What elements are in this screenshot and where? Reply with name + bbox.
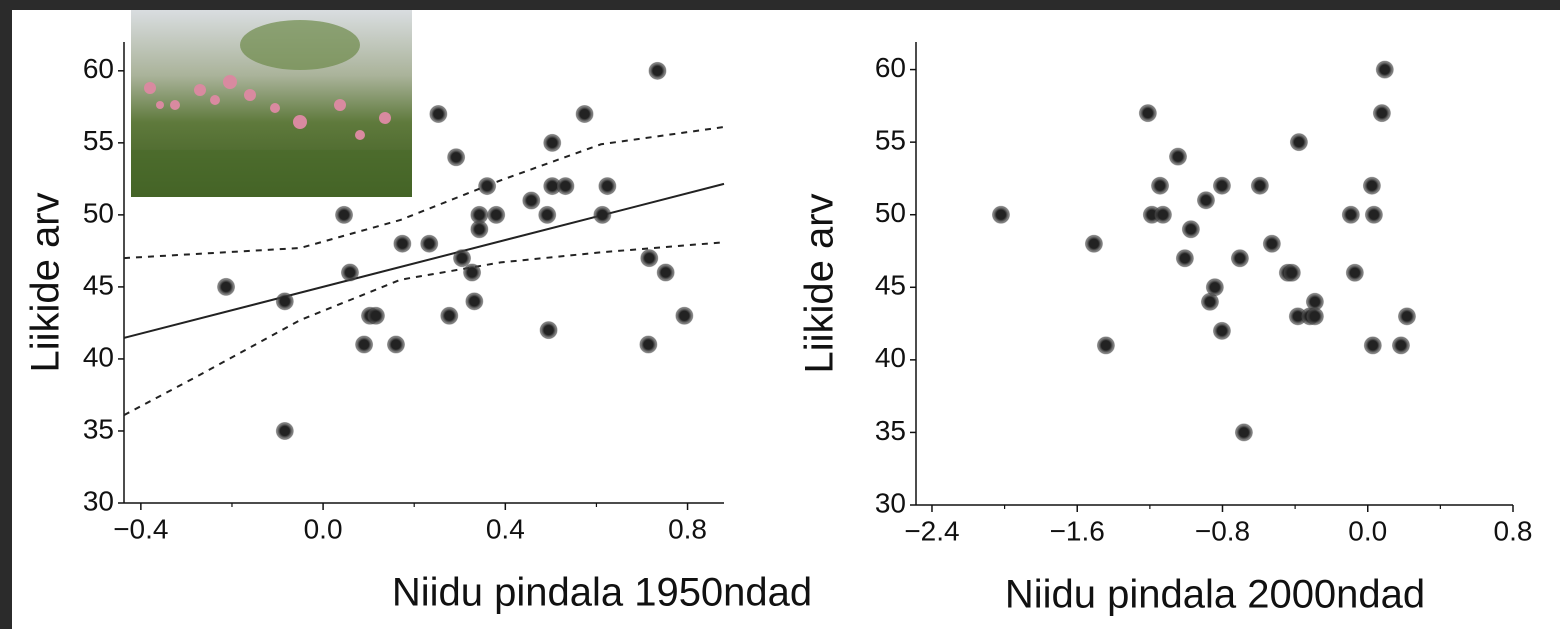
point <box>470 205 489 224</box>
point <box>639 335 658 354</box>
y-tick-label: 50 <box>83 197 114 228</box>
point <box>453 249 472 268</box>
point <box>1084 234 1103 253</box>
x-tick-label: 0.8 <box>1494 515 1533 546</box>
y-tick-label: 30 <box>875 487 906 518</box>
point <box>1234 423 1253 442</box>
point <box>1181 220 1200 239</box>
y-tick-label: 35 <box>875 415 906 446</box>
point <box>1250 176 1269 195</box>
point <box>429 105 448 124</box>
point <box>1345 263 1364 282</box>
x-tick-label: 0.8 <box>668 513 707 544</box>
point <box>393 234 412 253</box>
point <box>1364 205 1383 224</box>
x-tick-label: 0.0 <box>1348 515 1387 546</box>
x-tick-label: 0.4 <box>486 513 525 544</box>
point <box>487 205 506 224</box>
point <box>1397 307 1416 326</box>
y-tick-label: 55 <box>83 125 114 156</box>
point <box>463 263 482 282</box>
x-tick-label: −2.4 <box>904 515 959 546</box>
point <box>1196 191 1215 210</box>
point <box>440 306 459 325</box>
point <box>217 277 236 296</box>
y-tick-label: 45 <box>83 269 114 300</box>
y-tick-label: 40 <box>875 342 906 373</box>
point <box>340 263 359 282</box>
point <box>1362 176 1381 195</box>
fit-line <box>123 182 725 339</box>
point <box>420 234 439 253</box>
y-tick-label: 30 <box>83 485 114 516</box>
y-tick-label: 55 <box>875 125 906 156</box>
point <box>640 249 659 268</box>
point <box>1282 263 1301 282</box>
point <box>575 105 594 124</box>
y-axis-label: Liikide arv <box>24 192 68 372</box>
y-axis-label: Liikide arv <box>798 193 842 373</box>
point <box>465 292 484 311</box>
point <box>1375 60 1394 79</box>
point <box>539 321 558 340</box>
x-tick-label: −0.8 <box>1195 515 1250 546</box>
point <box>1175 249 1194 268</box>
point <box>1205 278 1224 297</box>
point <box>1341 205 1360 224</box>
confidence-lower <box>123 241 725 417</box>
confidence-upper <box>123 126 725 260</box>
point <box>543 133 562 152</box>
point <box>478 177 497 196</box>
y-tick-label: 60 <box>83 53 114 84</box>
point <box>1153 205 1172 224</box>
point <box>1289 133 1308 152</box>
point <box>386 335 405 354</box>
point <box>556 177 575 196</box>
y-tick-label: 45 <box>875 270 906 301</box>
point <box>1212 176 1231 195</box>
y-tick-label: 50 <box>875 197 906 228</box>
point <box>1230 249 1249 268</box>
point <box>593 205 612 224</box>
y-tick-label: 60 <box>875 52 906 83</box>
x-tick-label: −0.4 <box>113 513 168 544</box>
point <box>1096 336 1115 355</box>
point <box>1363 336 1382 355</box>
x-axis-label: Niidu pindala 2000ndad <box>1005 573 1425 617</box>
point <box>335 205 354 224</box>
point <box>598 177 617 196</box>
point <box>1138 104 1157 123</box>
point <box>1391 336 1410 355</box>
point <box>656 263 675 282</box>
point <box>538 205 557 224</box>
point <box>648 61 667 80</box>
x-axis-label: Niidu pindala 1950ndad <box>392 571 812 615</box>
point <box>1212 321 1231 340</box>
point <box>991 205 1010 224</box>
point <box>1169 147 1188 166</box>
point <box>366 306 385 325</box>
point <box>275 421 294 440</box>
x-tick-label: −1.6 <box>1050 515 1105 546</box>
y-tick-label: 35 <box>83 413 114 444</box>
point <box>522 191 541 210</box>
point <box>675 306 694 325</box>
photo-inset <box>131 10 412 197</box>
x-tick-label: 0.0 <box>304 513 343 544</box>
point <box>355 335 374 354</box>
point <box>1151 176 1170 195</box>
point <box>1372 104 1391 123</box>
point <box>1305 307 1324 326</box>
point <box>275 292 294 311</box>
point <box>1262 234 1281 253</box>
y-tick-label: 40 <box>83 341 114 372</box>
point <box>447 148 466 167</box>
